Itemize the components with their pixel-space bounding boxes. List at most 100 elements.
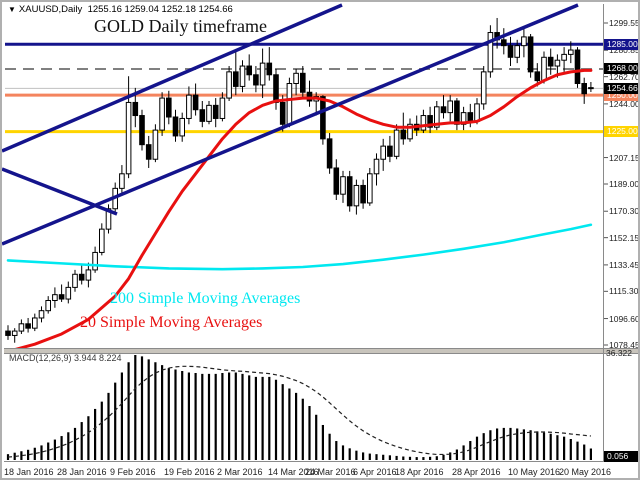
date-label: 28 Apr 2016 bbox=[452, 467, 501, 477]
candle-down bbox=[273, 74, 279, 103]
candle-up bbox=[206, 104, 212, 122]
candle-down bbox=[139, 115, 145, 146]
candle-up bbox=[373, 158, 380, 175]
candle-down bbox=[454, 100, 460, 125]
candle-up bbox=[159, 97, 165, 131]
date-label: 14 Mar 2016 bbox=[268, 467, 319, 477]
candle-down bbox=[279, 101, 286, 125]
candle-down bbox=[145, 144, 152, 160]
candle-down bbox=[387, 145, 393, 157]
candle-down bbox=[581, 83, 588, 95]
candle-down bbox=[320, 96, 326, 140]
candle-down bbox=[413, 123, 420, 131]
date-label: 10 May 2016 bbox=[508, 467, 561, 477]
sma20-line bbox=[6, 68, 593, 353]
candle-up bbox=[340, 176, 346, 195]
price-tick-label: 1115.30 bbox=[609, 286, 639, 297]
candle-up bbox=[72, 273, 78, 288]
candle-up bbox=[125, 101, 132, 175]
price-level-box: 1254.66 bbox=[604, 82, 638, 94]
symbol-label: XAUUSD,Daily bbox=[18, 4, 83, 15]
candle-up bbox=[286, 83, 293, 125]
candle-up bbox=[487, 32, 494, 73]
candle-up bbox=[179, 117, 185, 137]
candle-up bbox=[18, 323, 25, 332]
candle-up bbox=[447, 100, 453, 114]
candle-down bbox=[360, 184, 366, 204]
candle-up bbox=[568, 49, 574, 55]
price-tick-label: 1299.55 bbox=[609, 18, 640, 28]
candle-up bbox=[119, 173, 125, 189]
price-tick-label: 1133.45 bbox=[609, 259, 640, 270]
candle-down bbox=[172, 116, 179, 137]
date-label: 9 Feb 2016 bbox=[110, 467, 156, 477]
candle-down bbox=[333, 167, 340, 195]
macd-scale-max: 36.322 bbox=[606, 348, 632, 358]
date-label: 28 Jan 2016 bbox=[57, 467, 107, 477]
price-tick-label: 1262.70 bbox=[609, 71, 640, 82]
sma200-line bbox=[6, 223, 593, 271]
candle-up bbox=[186, 94, 192, 119]
candle-up bbox=[434, 106, 440, 128]
date-label: 19 Feb 2016 bbox=[164, 467, 215, 477]
candle-up bbox=[460, 112, 467, 125]
candle-up bbox=[353, 184, 360, 207]
time-axis-border bbox=[4, 461, 638, 462]
price-level-box: 1268.00 bbox=[604, 63, 638, 75]
candle-up bbox=[152, 129, 159, 160]
price-axis-border bbox=[603, 4, 604, 462]
candle-down bbox=[494, 32, 500, 41]
candle-up bbox=[380, 145, 386, 160]
macd-value-box: 0.056 bbox=[604, 451, 638, 462]
price-tick-label: 1189.00 bbox=[609, 178, 640, 189]
sma200-annotation: 200 Simple Moving Averages bbox=[110, 290, 301, 307]
time-axis[interactable] bbox=[4, 462, 638, 478]
symbol-info: ▼ XAUUSD,Daily 1255.16 1259.04 1252.18 12… bbox=[8, 4, 233, 15]
candle-up bbox=[85, 269, 92, 281]
candle-up bbox=[554, 59, 561, 67]
candle-down bbox=[58, 294, 65, 300]
candle-down bbox=[5, 330, 11, 336]
date-label: 20 May 2016 bbox=[559, 467, 612, 477]
macd-signal-line bbox=[7, 365, 591, 458]
candle-up bbox=[226, 71, 232, 99]
price-tick-label: 1078.45 bbox=[609, 339, 640, 350]
candle-down bbox=[400, 129, 407, 140]
date-label: 6 Apr 2016 bbox=[353, 467, 397, 477]
price-tick-label: 1152.15 bbox=[609, 232, 640, 243]
candle-up bbox=[52, 294, 58, 301]
candle-down bbox=[199, 109, 206, 122]
price-tick-label: 1207.15 bbox=[609, 152, 640, 163]
macd-indicator-label: MACD(12,26,9) 3.944 8.224 bbox=[9, 353, 122, 363]
date-label: 24 Mar 2016 bbox=[305, 467, 356, 477]
candle-up bbox=[480, 71, 487, 105]
candle-down bbox=[25, 323, 31, 329]
price-level-box: 1250.00 bbox=[604, 89, 638, 101]
channel-lower-trendline bbox=[2, 3, 579, 246]
candle-down bbox=[166, 97, 172, 118]
candle-up bbox=[521, 36, 527, 47]
candle-up bbox=[561, 53, 567, 61]
candle-up bbox=[420, 115, 427, 131]
candle-down bbox=[266, 62, 273, 76]
candle-down bbox=[306, 91, 313, 102]
panel-separator[interactable] bbox=[4, 348, 638, 354]
candle-down bbox=[78, 273, 85, 281]
candle-down bbox=[300, 72, 306, 93]
candle-down bbox=[588, 87, 594, 90]
candle-down bbox=[467, 112, 474, 122]
candle-up bbox=[239, 65, 246, 87]
chart-title: GOLD Daily timeframe bbox=[94, 16, 267, 36]
collapse-triangle-icon[interactable]: ▼ bbox=[8, 5, 16, 14]
candle-up bbox=[367, 173, 373, 204]
candle-up bbox=[65, 286, 72, 300]
candle-up bbox=[259, 62, 266, 86]
candle-down bbox=[326, 138, 333, 169]
candle-up bbox=[541, 56, 547, 82]
candle-down bbox=[192, 94, 199, 111]
ohlc-readout: 1255.16 1259.04 1252.18 1254.66 bbox=[87, 4, 233, 15]
candle-up bbox=[105, 208, 112, 230]
candle-down bbox=[132, 101, 139, 117]
